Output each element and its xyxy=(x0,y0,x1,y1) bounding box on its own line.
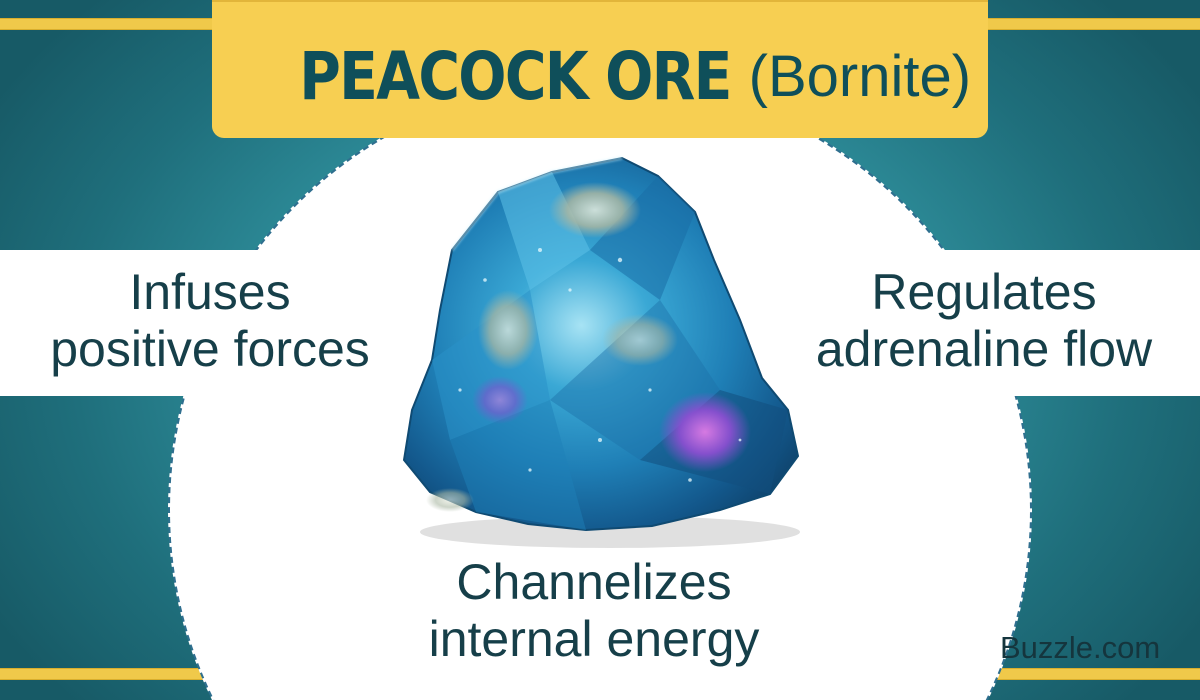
feature-left-line-2: positive forces xyxy=(50,320,370,377)
left-white-band xyxy=(0,250,420,396)
bornite-rock-graphic xyxy=(402,156,800,548)
bottom-white-box xyxy=(358,540,830,690)
feature-left-line-1: Infuses xyxy=(129,264,291,320)
feature-right-text: Regulates adrenaline flow xyxy=(768,264,1200,377)
feature-right-line-1: Regulates xyxy=(871,264,1097,320)
feature-bottom-line-2: internal energy xyxy=(428,610,760,667)
title-banner: PEACOCK ORE (Bornite) xyxy=(212,0,988,138)
feature-bottom-line-1: Channelizes xyxy=(456,554,732,610)
feature-left-text: Infuses positive forces xyxy=(0,264,420,377)
bornite-rock-image xyxy=(390,140,820,560)
title-strong: PEACOCK ORE xyxy=(299,37,732,115)
feature-right-line-2: adrenaline flow xyxy=(815,320,1153,377)
brand-logo-text: Buzzle.com xyxy=(1000,630,1161,665)
feature-bottom-text: Channelizes internal energy xyxy=(358,554,830,667)
right-white-band xyxy=(780,250,1200,396)
title-light: (Bornite) xyxy=(748,43,972,109)
